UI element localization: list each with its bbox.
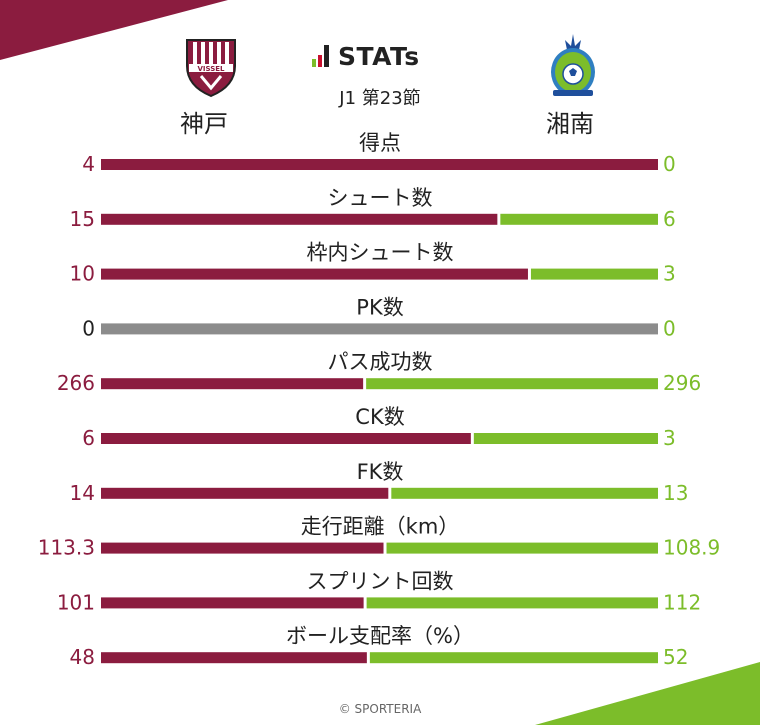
home-bar bbox=[101, 268, 528, 280]
home-value-label: 101 bbox=[57, 590, 95, 614]
home-value-label: 10 bbox=[70, 262, 95, 286]
away-value-label: 0 bbox=[663, 316, 676, 340]
vissel-crest-icon: VISSEL bbox=[186, 39, 236, 98]
away-bar bbox=[391, 487, 658, 499]
away-value-label: 13 bbox=[663, 481, 688, 505]
home-bar bbox=[101, 378, 364, 390]
home-team-name: 神戸 bbox=[180, 110, 228, 138]
crest-text: VISSEL bbox=[197, 65, 225, 73]
category-label: ボール支配率（%） bbox=[286, 624, 474, 648]
brand-title: STATs bbox=[338, 42, 420, 71]
home-value-label: 266 bbox=[57, 371, 95, 395]
away-value-label: 6 bbox=[663, 207, 676, 231]
brand-logo: STATs bbox=[310, 42, 420, 71]
home-bar bbox=[101, 652, 367, 664]
category-label: 得点 bbox=[359, 131, 401, 155]
home-bar bbox=[101, 542, 384, 554]
category-label: FK数 bbox=[357, 460, 404, 484]
away-value-label: 3 bbox=[663, 262, 676, 286]
home-bar bbox=[101, 487, 389, 499]
away-bar bbox=[386, 542, 658, 554]
category-label: パス成功数 bbox=[328, 350, 433, 374]
away-value-label: 52 bbox=[663, 645, 688, 669]
bellmare-crest-icon bbox=[551, 34, 595, 96]
away-bar bbox=[530, 268, 658, 280]
away-value-label: 296 bbox=[663, 371, 701, 395]
home-bar bbox=[101, 159, 658, 170]
home-bar bbox=[101, 213, 498, 225]
round-label: J1 第23節 bbox=[339, 88, 421, 109]
category-label: 走行距離（km） bbox=[301, 515, 460, 539]
home-value-label: 14 bbox=[70, 481, 95, 505]
home-value-label: 4 bbox=[82, 152, 95, 176]
away-value-label: 112 bbox=[663, 590, 701, 614]
category-label: PK数 bbox=[356, 295, 403, 319]
header: VISSEL STATs J1 第23節 神戸 湘南 bbox=[0, 0, 760, 140]
category-label: シュート数 bbox=[328, 186, 433, 210]
home-value-label: 113.3 bbox=[38, 536, 95, 560]
home-value-label: 15 bbox=[70, 207, 95, 231]
stats-chart: 得点 4 0 シュート数 15 6 枠内シュート数 10 3 PK数 0 0 パス成功数 266 296 CK… bbox=[38, 131, 721, 669]
category-label: 枠内シュート数 bbox=[307, 241, 454, 265]
away-bar bbox=[366, 378, 658, 390]
home-value-label: 48 bbox=[70, 645, 95, 669]
home-bar bbox=[101, 597, 364, 609]
category-label: スプリント回数 bbox=[307, 569, 454, 593]
away-value-label: 108.9 bbox=[663, 536, 720, 560]
home-value-label: 6 bbox=[82, 426, 95, 450]
home-bar bbox=[101, 433, 471, 444]
away-value-label: 3 bbox=[663, 426, 676, 450]
away-bar bbox=[369, 652, 658, 664]
away-bar bbox=[500, 213, 658, 225]
away-value-label: 0 bbox=[663, 152, 676, 176]
away-team-name: 湘南 bbox=[546, 110, 594, 138]
copyright-footer: © SPORTERIA bbox=[338, 702, 422, 716]
j-league-bars-icon bbox=[312, 44, 329, 67]
away-bar bbox=[473, 433, 658, 444]
category-label: CK数 bbox=[355, 405, 404, 429]
neutral-bar bbox=[101, 323, 658, 335]
away-bar bbox=[366, 597, 658, 609]
home-value-label: 0 bbox=[82, 316, 95, 340]
